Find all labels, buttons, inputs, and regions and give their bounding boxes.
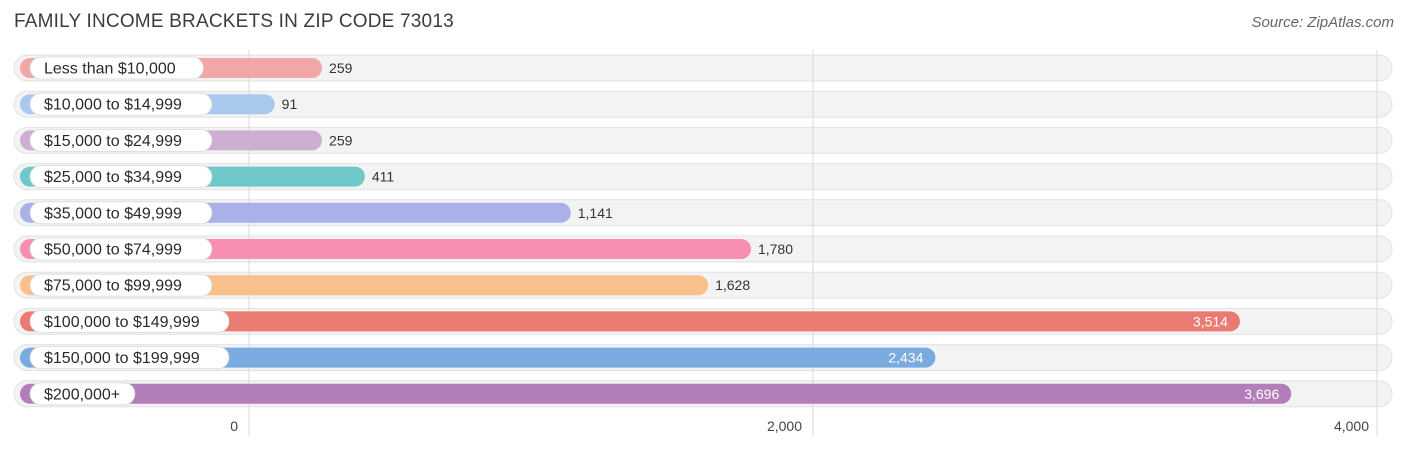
- chart-title: FAMILY INCOME BRACKETS IN ZIP CODE 73013: [14, 11, 454, 32]
- data-label: 259: [329, 60, 353, 76]
- data-label: 1,780: [758, 241, 793, 257]
- category-label-pill: [29, 128, 213, 152]
- category-label: $50,000 to $74,999: [44, 242, 182, 259]
- data-label: 1,628: [715, 277, 750, 293]
- category-label-pill: [29, 165, 213, 189]
- category-label: $75,000 to $99,999: [44, 278, 182, 295]
- category-label-pill: [29, 92, 213, 116]
- category-label-pill: [29, 382, 136, 406]
- data-label: 3,514: [1193, 313, 1228, 329]
- category-label-pill: [29, 346, 230, 370]
- category-label: $200,000+: [44, 386, 120, 403]
- bar: [20, 347, 936, 368]
- bar: [20, 383, 1292, 404]
- data-label: 91: [282, 96, 298, 112]
- category-label-pill: [29, 237, 213, 261]
- data-label: 1,141: [578, 205, 613, 221]
- data-label: 3,696: [1244, 386, 1279, 402]
- category-label-pill: [29, 273, 213, 297]
- category-label: $25,000 to $34,999: [44, 169, 182, 186]
- row-track: [13, 126, 1393, 154]
- category-label: $150,000 to $199,999: [44, 350, 200, 367]
- category-label-pill: [29, 56, 204, 80]
- x-tick-label: 0: [230, 418, 238, 434]
- row-track: [13, 54, 1393, 82]
- category-label-pill: [29, 309, 230, 333]
- x-tick-label: 2,000: [767, 418, 802, 434]
- category-label-pill: [29, 201, 213, 225]
- data-label: 411: [372, 169, 395, 185]
- x-tick-label: 4,000: [1334, 418, 1369, 434]
- row-track: [13, 90, 1393, 118]
- bar: [20, 311, 1240, 332]
- category-label: $100,000 to $149,999: [44, 314, 200, 331]
- category-label: $35,000 to $49,999: [44, 205, 182, 222]
- category-label: Less than $10,000: [44, 61, 176, 78]
- data-label: 2,434: [888, 350, 923, 366]
- category-label: $10,000 to $14,999: [44, 97, 182, 114]
- category-label: $15,000 to $24,999: [44, 133, 182, 150]
- chart-source: Source: ZipAtlas.com: [1251, 14, 1394, 31]
- data-label: 259: [329, 132, 353, 148]
